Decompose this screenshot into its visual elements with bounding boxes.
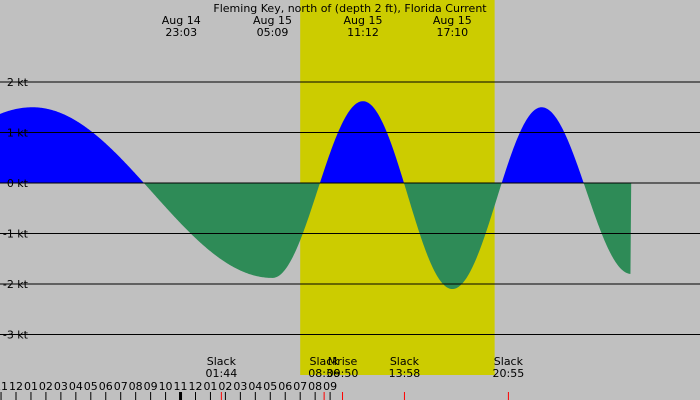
x-hour-label: 08: [129, 380, 143, 393]
y-tick-label: -2 kt: [3, 278, 29, 291]
y-tick-label: 1 kt: [7, 127, 29, 140]
x-hour-label: 01: [203, 380, 217, 393]
y-tick-labels: 2 kt 1 kt 0 kt -1 kt -2 kt -3 kt: [3, 76, 29, 342]
x-hour-label: 03: [233, 380, 247, 393]
x-hour-label: 05: [84, 380, 98, 393]
x-hour-label: 01: [24, 380, 38, 393]
top-date-label: Aug 14: [162, 14, 201, 27]
ebb-area: [0, 183, 700, 290]
x-hour-label: 11: [0, 380, 8, 393]
y-gridlines: [0, 81, 700, 335]
y-tick-label: -1 kt: [3, 228, 29, 241]
y-tick-label: -3 kt: [3, 329, 29, 342]
event-name: Slack: [390, 355, 420, 368]
y-tick-label: 0 kt: [7, 177, 29, 190]
x-hour-label: 02: [218, 380, 232, 393]
y-tick-label: 2 kt: [7, 76, 29, 89]
x-hour-label: 12: [9, 380, 23, 393]
flood-area: [0, 101, 700, 183]
event-time: 01:44: [206, 367, 238, 380]
top-time-label: 23:03: [165, 26, 197, 39]
top-time-label: 11:12: [347, 26, 379, 39]
x-hour-ticks: 1112010203040506070809101112010203040506…: [0, 380, 337, 400]
x-hour-label: 07: [293, 380, 307, 393]
x-hour-label: 02: [39, 380, 53, 393]
x-hour-label: 11: [174, 380, 188, 393]
event-name: Slack: [310, 355, 340, 368]
x-hour-label: 09: [144, 380, 158, 393]
x-hour-label: 03: [54, 380, 68, 393]
x-hour-label: 04: [69, 380, 83, 393]
top-date-label: Aug 15: [253, 14, 292, 27]
x-hour-label: 04: [248, 380, 262, 393]
x-hour-label: 08: [308, 380, 322, 393]
top-date-label: Aug 15: [344, 14, 383, 27]
event-name: Mrise: [328, 355, 358, 368]
event-labels: Slack01:44Slack08:36Mrise09:50Slack13:58…: [206, 355, 525, 400]
event-name: Slack: [207, 355, 237, 368]
event-time: 13:58: [389, 367, 421, 380]
x-hour-label: 07: [114, 380, 128, 393]
x-hour-label: 06: [278, 380, 292, 393]
top-time-label: 05:09: [257, 26, 289, 39]
top-time-label: 17:10: [436, 26, 468, 39]
event-time: 08:36: [308, 367, 340, 380]
x-hour-label: 09: [323, 380, 337, 393]
current-areas: [0, 101, 700, 290]
x-hour-label: 06: [99, 380, 113, 393]
event-time: 09:50: [327, 367, 359, 380]
chart-title: Fleming Key, north of (depth 2 ft), Flor…: [213, 2, 487, 15]
x-hour-label: 10: [159, 380, 173, 393]
x-hour-label: 12: [188, 380, 202, 393]
event-time: 20:55: [493, 367, 525, 380]
event-name: Slack: [494, 355, 524, 368]
top-date-label: Aug 15: [433, 14, 472, 27]
x-hour-label: 05: [263, 380, 277, 393]
